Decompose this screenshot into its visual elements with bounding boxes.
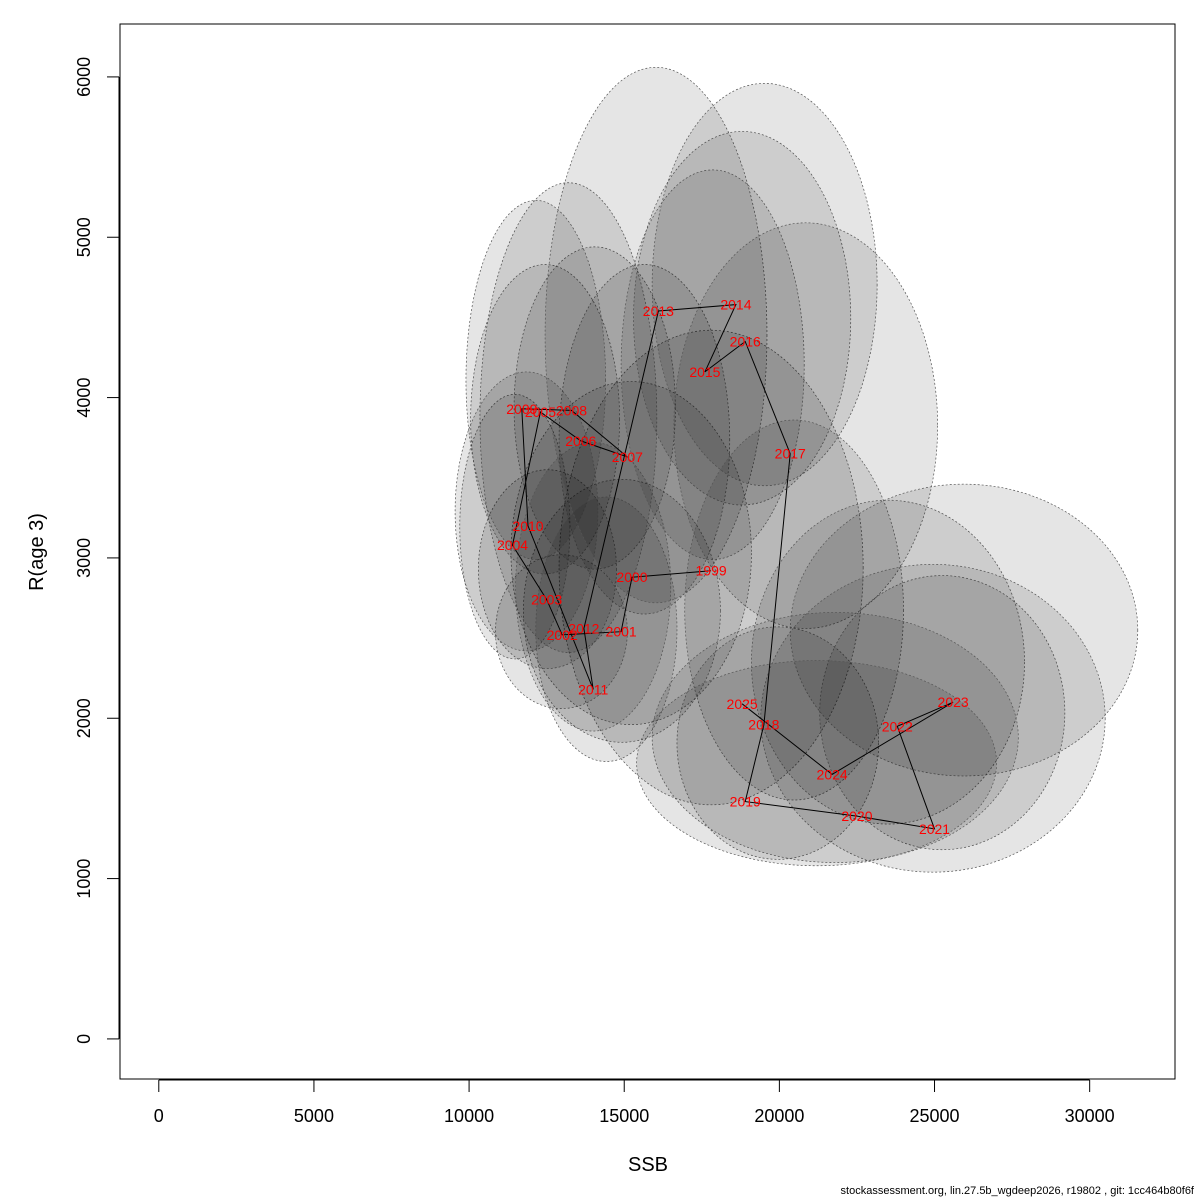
year-labels: 1999 2000 2001 2002 2003 2004 2005 2006 2007 2008… [497,297,969,837]
point-label-2001: 2001 [606,624,637,640]
trajectory-line [511,304,954,830]
point-label-2020: 2020 [841,808,872,824]
point-label-2019: 2019 [730,794,761,810]
point-label-2018: 2018 [748,717,779,733]
x-tick-label-0: 0 [154,1106,164,1126]
y-tick-label-0: 0 [74,1034,94,1044]
confidence-ellipse-2014 [633,131,852,506]
confidence-ellipse-2021 [819,575,1066,851]
confidence-ellipse-2000 [510,381,752,726]
confidence-ellipse-2022 [789,483,1139,777]
point-label-2003: 2003 [531,592,562,608]
confidence-ellipse-2011 [535,496,678,762]
point-label-2004: 2004 [497,537,528,553]
x-axis-title: SSB [628,1154,668,1176]
point-label-2011: 2011 [578,681,608,697]
confidence-ellipses [454,66,1139,873]
confidence-ellipse-2005 [470,264,620,575]
y-tick-label-2000: 2000 [74,698,94,738]
y-axis: 0 1000 2000 3000 4000 5000 6000 [74,57,120,1044]
confidence-ellipse-2015 [620,169,805,560]
confidence-ellipse-2013 [544,66,768,604]
y-tick-label-1000: 1000 [74,859,94,899]
confidence-ellipse-2020 [751,499,1025,825]
confidence-ellipse-2025 [636,660,997,867]
point-label-2016: 2016 [730,333,761,349]
y-tick-label-4000: 4000 [74,378,94,418]
y-axis-title: R(age 3) [26,513,48,591]
confidence-ellipse-2024 [651,612,1019,863]
confidence-ellipse-2001 [523,478,721,743]
confidence-ellipse-2009 [465,200,606,560]
confidence-ellipse-2019 [676,626,880,860]
point-label-2024: 2024 [817,766,848,782]
point-label-2006: 2006 [565,433,596,449]
point-label-2017: 2017 [775,446,806,462]
point-label-1999: 1999 [696,563,727,579]
x-tick-label-15000: 15000 [599,1106,649,1126]
confidence-ellipse-2008 [479,182,658,653]
point-label-2005: 2005 [525,404,556,420]
confidence-ellipse-2003 [478,469,617,669]
point-label-2021: 2021 [919,821,950,837]
confidence-ellipse-2018 [684,419,904,801]
plot-frame [119,23,1176,1080]
point-label-2013: 2013 [643,303,674,319]
point-label-2014: 2014 [720,297,751,313]
y-tick-label-5000: 5000 [74,217,94,257]
point-label-2010: 2010 [512,518,543,534]
point-label-2025: 2025 [727,696,758,712]
x-tick-label-30000: 30000 [1065,1106,1115,1126]
point-label-2022: 2022 [882,718,913,734]
point-label-2008: 2008 [556,402,587,418]
y-tick-label-6000: 6000 [74,57,94,97]
x-tick-label-5000: 5000 [294,1106,334,1126]
point-label-2002: 2002 [547,627,578,643]
confidence-ellipse-2017 [673,222,938,629]
confidence-ellipse-2007 [558,264,731,615]
x-axis: 0 5000 10000 15000 20000 25000 30000 [154,1079,1115,1126]
point-label-2015: 2015 [689,364,720,380]
point-label-2012: 2012 [568,620,599,636]
point-label-2007: 2007 [612,449,643,465]
footer-note: stockassessment.org, lin.27.5b_wgdeep202… [840,1185,1194,1197]
confidence-ellipse-2010 [454,371,599,652]
x-tick-label-10000: 10000 [444,1106,494,1126]
point-label-2023: 2023 [938,694,969,710]
x-tick-label-20000: 20000 [754,1106,804,1126]
point-label-2009: 2009 [506,401,537,417]
y-tick-label-3000: 3000 [74,538,94,578]
x-tick-label-25000: 25000 [909,1106,959,1126]
point-label-2000: 2000 [616,569,647,585]
confidence-ellipse-2006 [513,246,676,570]
confidence-ellipse-2016 [651,82,878,487]
